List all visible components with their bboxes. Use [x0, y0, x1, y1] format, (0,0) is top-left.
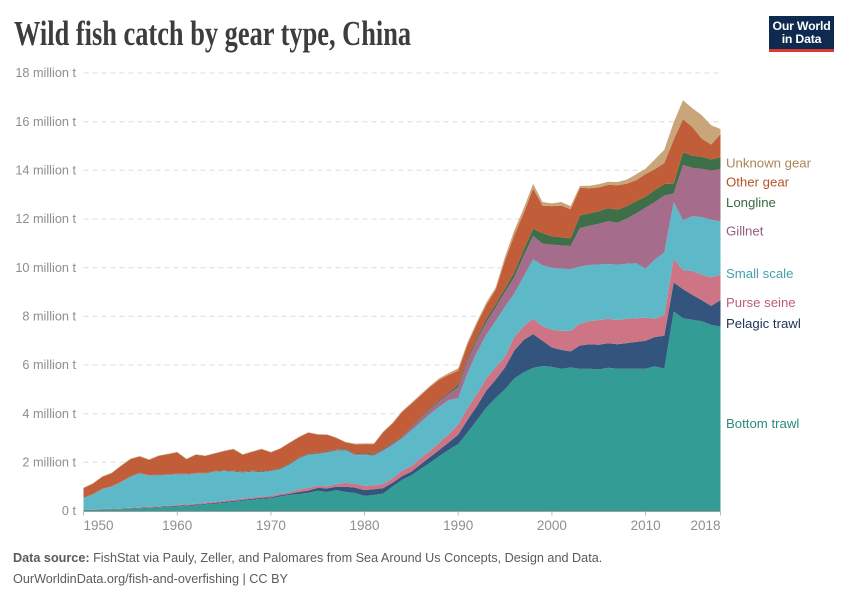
- svg-text:1970: 1970: [256, 518, 286, 533]
- svg-text:Longline: Longline: [726, 195, 776, 210]
- svg-text:6 million t: 6 million t: [22, 358, 76, 372]
- svg-text:Gillnet: Gillnet: [726, 224, 764, 239]
- svg-text:2000: 2000: [537, 518, 567, 533]
- svg-text:2018: 2018: [690, 518, 720, 533]
- svg-text:1960: 1960: [162, 518, 192, 533]
- svg-text:14 million t: 14 million t: [15, 164, 76, 178]
- svg-text:1950: 1950: [84, 518, 114, 533]
- svg-text:8 million t: 8 million t: [22, 310, 76, 324]
- svg-text:12 million t: 12 million t: [15, 212, 76, 226]
- svg-text:Pelagic trawl: Pelagic trawl: [726, 316, 801, 331]
- svg-text:1990: 1990: [443, 518, 473, 533]
- svg-text:Small scale: Small scale: [726, 266, 793, 281]
- svg-text:1980: 1980: [349, 518, 379, 533]
- svg-text:4 million t: 4 million t: [22, 407, 76, 421]
- svg-text:10 million t: 10 million t: [15, 261, 76, 275]
- svg-text:18 million t: 18 million t: [15, 66, 76, 80]
- svg-text:Bottom trawl: Bottom trawl: [726, 416, 799, 431]
- svg-text:0 t: 0 t: [62, 504, 77, 518]
- svg-text:2010: 2010: [631, 518, 661, 533]
- svg-text:Purse seine: Purse seine: [726, 295, 796, 310]
- svg-text:Unknown gear: Unknown gear: [726, 156, 812, 171]
- svg-text:Other gear: Other gear: [726, 175, 790, 190]
- svg-text:16 million t: 16 million t: [15, 115, 76, 129]
- svg-text:2 million t: 2 million t: [22, 456, 76, 470]
